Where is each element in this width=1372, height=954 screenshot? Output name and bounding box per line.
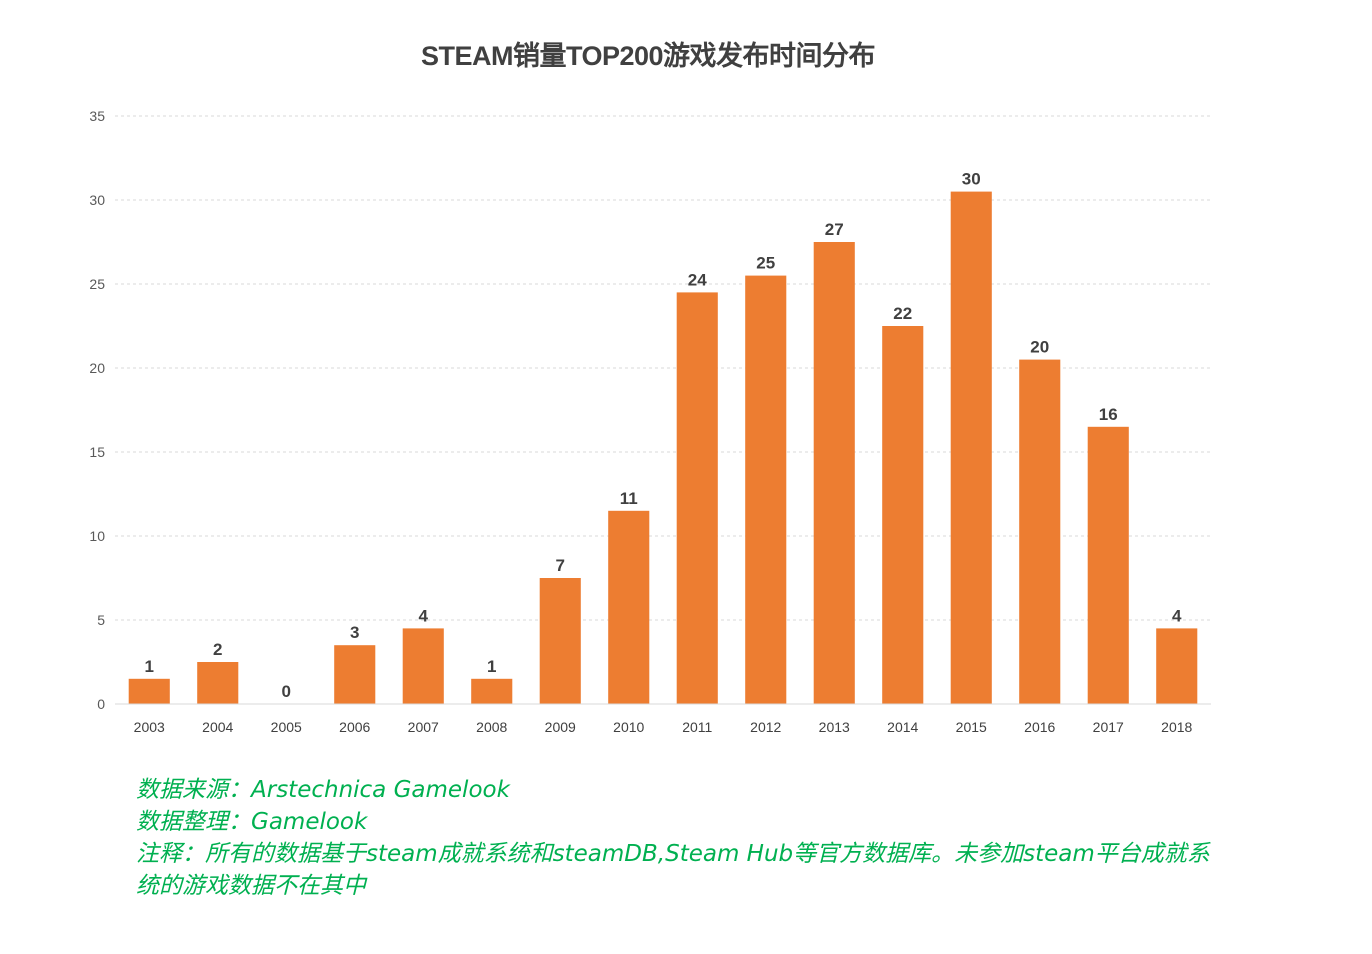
data-label-2011: 24 (688, 270, 707, 289)
x-tick-label-2014: 2014 (887, 719, 918, 735)
x-tick-label-2006: 2006 (339, 719, 370, 735)
data-label-2014: 22 (893, 304, 912, 323)
x-tick-label-2009: 2009 (545, 719, 576, 735)
data-label-2009: 7 (556, 556, 565, 575)
y-tick-label: 20 (89, 360, 105, 376)
x-tick-label-2011: 2011 (682, 719, 712, 735)
bar-2016 (1019, 359, 1061, 704)
data-label-2006: 3 (350, 623, 359, 642)
x-axis-ticks: 2003 2004 2005 2006 2007 2008 2009 2010 2011 2012… (134, 719, 1193, 735)
data-label-2017: 16 (1099, 405, 1118, 424)
data-label-2004: 2 (213, 640, 222, 659)
y-tick-label: 25 (89, 276, 105, 292)
bar-2014 (882, 326, 924, 704)
bar-2012 (745, 275, 787, 704)
note-compiler: 数据整理：Gamelook (136, 809, 368, 835)
chart-notes: 数据来源：Arstechnica Gamelook 数据整理：Gamelook … (136, 774, 1226, 902)
x-tick-label-2004: 2004 (202, 719, 233, 735)
y-tick-label: 10 (89, 528, 105, 544)
bar-2013 (813, 242, 855, 704)
x-tick-label-2018: 2018 (1161, 719, 1192, 735)
y-axis-ticks: 0 5 10 15 20 25 30 35 (89, 108, 105, 712)
data-label-2012: 25 (756, 254, 775, 273)
y-tick-label: 15 (89, 444, 105, 460)
x-tick-label-2008: 2008 (476, 719, 507, 735)
x-tick-label-2017: 2017 (1093, 719, 1124, 735)
data-label-2008: 1 (487, 657, 496, 676)
data-label-2003: 1 (145, 657, 154, 676)
chart-title: STEAM销量TOP200游戏发布时间分布 (420, 41, 876, 71)
bar-2017 (1087, 426, 1129, 704)
data-label-2005: 0 (282, 682, 291, 701)
x-tick-label-2012: 2012 (750, 719, 781, 735)
y-tick-label: 30 (89, 192, 105, 208)
note-annotation: 注释：所有的数据基于steam成就系统和steamDB,Steam Hub等官方… (136, 841, 1210, 899)
x-tick-label-2005: 2005 (271, 719, 302, 735)
note-source: 数据来源：Arstechnica Gamelook (136, 777, 510, 803)
bar-2018 (1156, 628, 1198, 704)
y-tick-label: 35 (89, 108, 105, 124)
x-tick-label-2010: 2010 (613, 719, 644, 735)
bar-2003 (128, 678, 170, 704)
bar-2004 (197, 662, 239, 704)
x-tick-label-2007: 2007 (408, 719, 439, 735)
data-label-2007: 4 (419, 606, 429, 625)
data-label-2013: 27 (825, 220, 844, 239)
data-label-2018: 4 (1172, 606, 1182, 625)
bar-2006 (334, 645, 376, 704)
data-label-2015: 30 (962, 170, 981, 189)
x-tick-label-2013: 2013 (819, 719, 850, 735)
bar-2010 (608, 510, 650, 704)
bar-2011 (676, 292, 718, 704)
bars (128, 191, 1198, 705)
x-tick-label-2003: 2003 (134, 719, 165, 735)
gridlines (115, 115, 1211, 621)
x-tick-label-2016: 2016 (1024, 719, 1055, 735)
y-tick-label: 5 (97, 612, 105, 628)
data-label-2016: 20 (1030, 338, 1049, 357)
bar-2007 (402, 628, 444, 704)
bar-2015 (950, 191, 992, 705)
x-tick-label-2015: 2015 (956, 719, 987, 735)
bar-2009 (539, 578, 581, 704)
bar-2008 (471, 678, 513, 704)
y-tick-label: 0 (97, 696, 105, 712)
data-label-2010: 11 (620, 489, 638, 508)
